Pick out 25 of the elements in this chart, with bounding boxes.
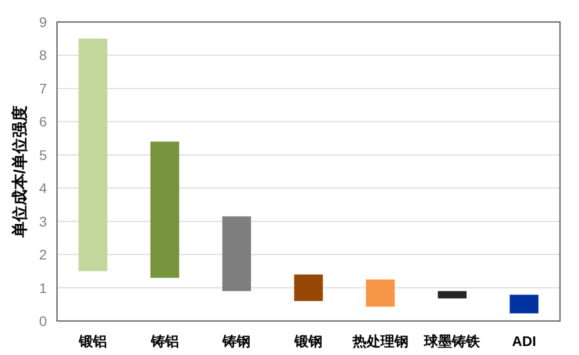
y-axis-title: 单位成本/单位强度 [10, 105, 29, 239]
x-tick-label: 锻钢 [294, 333, 322, 349]
x-tick-label: 球墨铸铁 [423, 333, 482, 349]
y-tick-label: 2 [39, 246, 48, 263]
y-tick-label: 4 [39, 180, 48, 196]
bar [150, 142, 180, 278]
y-tick-label: 5 [39, 146, 48, 163]
x-tick-label: 锻铝 [78, 333, 107, 349]
bar [366, 279, 395, 307]
x-tick-label: 铸铝 [150, 333, 179, 349]
x-tick-label: 热处理钢 [351, 333, 408, 349]
bar [438, 291, 467, 298]
bar [294, 274, 323, 302]
y-tick-label: 9 [39, 14, 48, 30]
y-tick-label: 0 [39, 313, 48, 329]
bar [78, 38, 108, 272]
bar [510, 294, 538, 314]
bar [222, 216, 252, 292]
y-tick-label: 8 [39, 47, 48, 64]
x-tick-label: ADI [512, 333, 536, 349]
y-tick-label: 7 [39, 80, 48, 96]
y-tick-label: 6 [39, 114, 48, 130]
y-tick-label: 1 [39, 280, 48, 296]
y-tick-label: 3 [39, 213, 48, 230]
x-tick-label: 铸钢 [222, 333, 251, 349]
